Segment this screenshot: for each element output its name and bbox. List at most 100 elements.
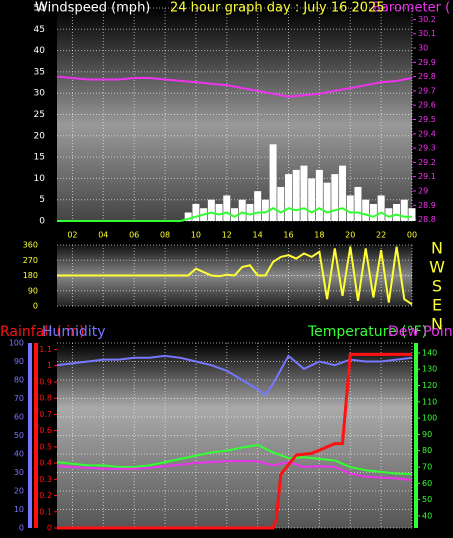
y-tick-label: 29.2 [418,158,436,167]
direction-label: N [431,315,443,334]
y-tick-label: 100 [9,339,24,348]
y-tick-label: 1.1 [39,345,52,354]
x-tick-label: 06 [129,231,139,240]
y-tick-label: 0.8 [39,394,52,403]
y-tick-label: 90 [14,357,24,366]
wind-bar [331,174,339,221]
wind-bar [285,174,293,221]
y-tick-label: 0 [19,524,24,533]
wind-bar [254,191,262,221]
y-tick-label: 20 [34,131,46,141]
x-tick-label: 14 [253,231,263,240]
y-tick-label: 20 [14,487,24,496]
x-tick-label: 02 [67,231,77,240]
y-tick-label: 30 [14,468,24,477]
x-tick-label: 00 [407,231,417,240]
y-tick-label: 29.4 [418,129,436,138]
y-tick-label: 0.9 [39,377,52,386]
y-tick-label: 30 [34,89,46,99]
series-line [57,352,412,530]
y-tick-label: 28.8 [418,215,436,224]
y-tick-label: 110 [422,397,437,406]
wind-bar [261,199,269,221]
y-tick-label: 10 [14,505,24,514]
y-tick-label: 29.9 [418,58,436,67]
wind-bar [192,203,200,221]
y-tick-label: 0.6 [39,426,52,435]
x-tick-label: 16 [283,231,293,240]
x-tick-label: 10 [191,231,201,240]
y-tick-label: 90 [422,430,432,439]
direction-label: E [432,296,442,315]
barometer-label: Barometer ( [372,1,450,16]
y-tick-label: 0 [33,302,38,311]
y-tick-label: 10 [34,174,46,184]
y-tick-label: 0.2 [39,491,52,500]
wind-bar [393,203,401,221]
y-tick-label: 60 [422,479,432,488]
y-tick-label: 0.3 [39,475,52,484]
y-tick-label: 270 [23,256,38,265]
y-tick-label: 90 [28,286,38,295]
direction-label: N [431,239,443,258]
wind-bar [400,199,408,221]
y-tick-label: 30.2 [418,15,436,24]
wind-bar [223,195,231,221]
y-tick-label: 5 [39,195,45,205]
direction-label: S [432,277,442,296]
x-tick-label: 04 [98,231,108,240]
y-tick-label: 35 [34,67,45,77]
wind-bar [323,182,331,221]
series-line [57,207,412,222]
y-tick-label: 50 [14,431,24,440]
y-tick-label: 0.7 [39,410,52,419]
y-tick-label: 29 [418,186,428,195]
wind-bar [315,169,323,221]
y-tick-label: 50 [34,4,46,14]
y-tick-label: 120 [422,381,437,390]
wind-bar [408,208,416,221]
y-tick-label: 70 [14,394,24,403]
series-line [56,443,413,475]
humidity-axis-bar [28,343,32,528]
y-tick-label: 0.5 [39,442,52,451]
wind-bar [369,203,377,221]
chart-layer: 02 04 06 08 10 12 14 16 18 20 22 000510152025303540… [9,4,445,533]
y-tick-label: 40 [34,46,46,56]
x-tick-label: 20 [345,231,355,240]
y-tick-label: 0 [39,217,45,227]
x-tick-label: 08 [160,231,170,240]
wind-bar [354,186,362,221]
wind-bar [385,208,393,221]
x-tick-label: 22 [376,231,386,240]
series-line [56,459,413,482]
y-tick-label: 50 [422,495,432,504]
y-tick-label: 80 [422,446,432,455]
y-tick-label: 28.9 [418,201,436,210]
wind-bar [231,208,238,221]
wind-bar [300,165,308,221]
series-line [56,75,413,98]
y-tick-label: 45 [34,25,45,35]
y-tick-label: 29.3 [418,144,436,153]
wind-bar [277,186,285,221]
y-tick-label: 140 [422,348,437,357]
temperature-label: Temperature (°F) [307,324,427,340]
humidity-label: Humidity [42,324,105,340]
y-tick-label: 70 [422,463,432,472]
y-tick-label: 29.7 [418,86,436,95]
wind-bar [362,199,370,221]
wind-label: Windspeed (mph) [35,1,150,16]
y-tick-label: 29.5 [418,115,436,124]
wind-bar [207,199,215,221]
wind-bar [308,178,316,221]
y-tick-label: 25 [34,110,45,120]
y-tick-label: 0.1 [39,507,52,516]
y-tick-label: 29.1 [418,172,436,181]
wind-bar [184,212,192,221]
y-tick-label: 15 [34,153,45,163]
rain-axis-bar [34,343,38,528]
y-tick-label: 0.4 [39,459,52,468]
wind-bar [215,203,223,221]
